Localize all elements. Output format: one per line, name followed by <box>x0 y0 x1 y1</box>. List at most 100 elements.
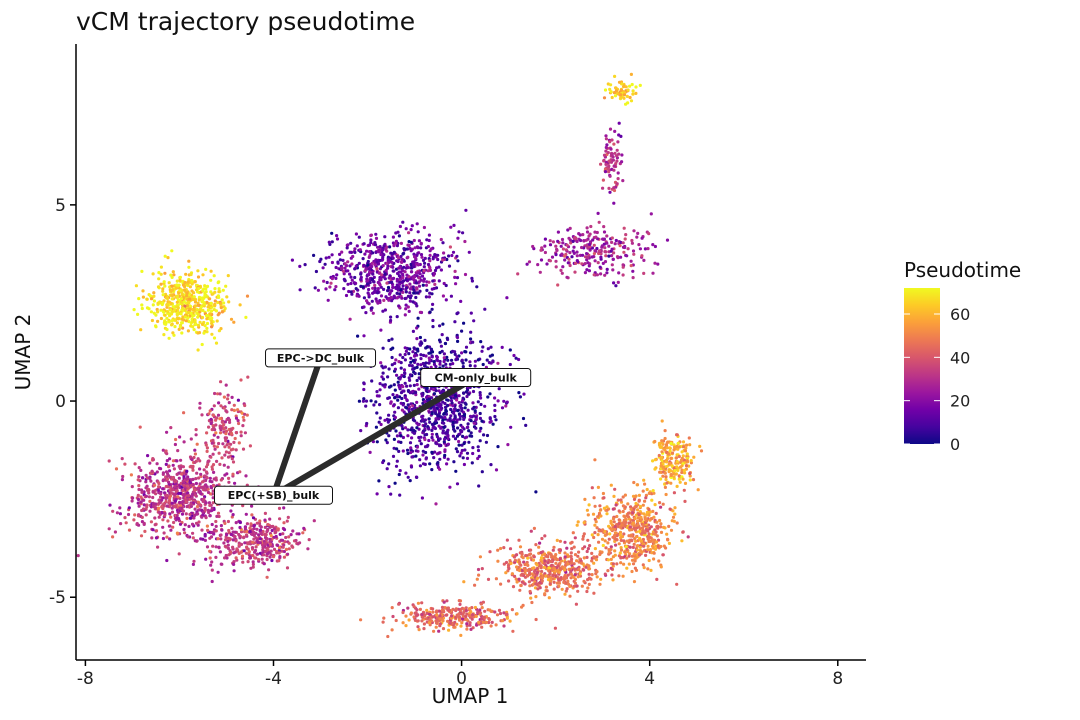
data-point <box>414 454 418 458</box>
data-point <box>249 522 253 526</box>
data-point <box>277 506 282 510</box>
data-point <box>611 507 615 511</box>
data-point <box>200 342 204 347</box>
data-point <box>663 448 667 452</box>
data-point <box>557 581 561 585</box>
data-point <box>617 121 621 125</box>
data-point <box>443 341 448 346</box>
data-point <box>233 530 237 534</box>
data-point <box>641 503 645 507</box>
data-point <box>458 602 462 607</box>
data-point <box>156 545 160 549</box>
data-point <box>381 620 385 624</box>
data-point <box>407 376 411 380</box>
data-point <box>531 244 535 249</box>
data-point <box>187 319 191 324</box>
data-point <box>183 308 187 312</box>
data-point <box>493 396 497 400</box>
data-point <box>601 178 606 182</box>
data-point <box>683 471 687 475</box>
data-point <box>383 418 387 422</box>
data-point <box>560 252 564 256</box>
data-point <box>359 272 363 276</box>
data-point <box>585 226 589 230</box>
data-point <box>174 286 178 290</box>
data-point <box>263 549 268 554</box>
data-point <box>457 439 461 444</box>
data-point <box>151 495 155 500</box>
data-point <box>182 483 186 487</box>
data-point <box>660 439 664 443</box>
data-point <box>169 528 173 532</box>
data-point <box>391 241 395 245</box>
data-point <box>281 532 285 536</box>
data-point <box>528 589 532 594</box>
data-point <box>354 264 358 268</box>
data-point <box>656 524 660 528</box>
data-point <box>437 424 441 428</box>
data-point <box>412 383 416 387</box>
data-point <box>417 387 421 391</box>
data-point <box>604 137 609 141</box>
data-point <box>427 427 431 431</box>
data-point <box>149 505 153 509</box>
data-point <box>142 498 146 502</box>
data-point <box>614 86 618 90</box>
data-point <box>606 151 610 155</box>
data-point <box>551 577 555 581</box>
data-point <box>685 443 689 447</box>
data-point <box>611 257 615 261</box>
data-point <box>611 564 615 568</box>
data-point <box>381 248 385 252</box>
data-point <box>350 262 354 266</box>
data-point <box>425 288 429 292</box>
data-point <box>593 531 597 535</box>
data-point <box>619 95 623 99</box>
data-point <box>652 551 656 555</box>
data-point <box>398 493 402 497</box>
data-point <box>139 495 143 499</box>
data-point <box>667 524 671 529</box>
data-point <box>373 286 377 290</box>
data-point <box>643 531 647 535</box>
data-point <box>602 496 606 500</box>
data-point <box>622 93 627 97</box>
data-point <box>654 540 659 544</box>
data-point <box>370 299 374 303</box>
data-point <box>210 321 214 325</box>
data-point <box>552 587 556 591</box>
data-point <box>330 231 334 235</box>
data-point <box>496 445 500 449</box>
data-point <box>282 549 286 554</box>
data-point <box>647 532 651 536</box>
data-point <box>558 539 563 543</box>
data-point <box>139 468 143 472</box>
data-point <box>641 563 645 567</box>
data-point <box>274 530 278 534</box>
data-point <box>454 358 458 362</box>
data-point <box>438 338 442 342</box>
data-point <box>449 419 453 423</box>
data-point <box>508 547 513 551</box>
data-point <box>192 559 196 563</box>
data-point <box>415 337 419 341</box>
data-point <box>432 392 436 396</box>
data-point <box>499 546 503 551</box>
data-point <box>613 242 617 246</box>
data-point <box>515 612 519 616</box>
data-point <box>344 293 349 298</box>
data-point <box>428 420 432 424</box>
data-point <box>420 612 424 617</box>
data-point <box>573 270 577 274</box>
data-point <box>558 561 562 565</box>
data-point <box>399 260 404 264</box>
data-point <box>216 570 220 574</box>
data-point <box>169 426 173 430</box>
data-point <box>469 610 473 614</box>
data-point <box>365 282 370 286</box>
data-point <box>404 307 408 311</box>
data-point <box>616 177 620 181</box>
data-point <box>164 484 168 489</box>
data-point <box>624 85 628 89</box>
data-point <box>434 389 438 393</box>
